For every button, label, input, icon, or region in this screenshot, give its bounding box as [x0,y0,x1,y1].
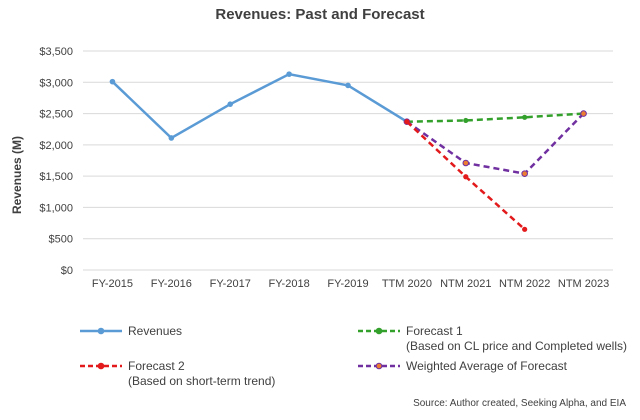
legend-label-revenues: Revenues [128,324,183,338]
legend-weighted-average: Weighted Average of Forecast [406,359,567,374]
chart-title: Revenues: Past and Forecast [215,6,425,23]
data-point [522,114,528,120]
y-tick-label: $0 [61,265,73,277]
legend-forecast-2: Forecast 2 (Based on short-term trend) [128,359,275,389]
y-tick-label: $1,000 [39,202,73,214]
x-tick-label: NTM 2023 [558,278,609,290]
x-tick-label: FY-2016 [151,278,192,290]
legend-label-forecast-1: Forecast 1 [406,324,463,338]
data-point [580,110,587,117]
series-lines [109,71,587,232]
x-tick-label: FY-2017 [210,278,251,290]
legend-marker [97,327,105,335]
legend-revenues: Revenues [128,324,182,339]
y-tick-label: $3,500 [39,46,73,58]
data-point [286,71,292,77]
legend-label-weighted-average: Weighted Average of Forecast [406,359,567,373]
y-tick-label: $2,000 [39,140,73,152]
legend-marker [97,362,105,370]
data-point [345,82,351,89]
data-point [462,159,470,167]
y-tick-labels: $0 $500 $1,000 $1,500 $2,000 $2,500 $3,000 $3,5… [39,46,73,277]
y-tick-label: $1,500 [39,171,73,183]
x-tick-label: FY-2018 [269,278,310,290]
y-tick-label: $2,500 [39,109,73,121]
x-tick-label: NTM 2021 [440,278,491,290]
legend-note-forecast-1: (Based on CL price and Completed wells) [406,339,627,353]
x-tick-labels: FY-2015 FY-2016 FY-2017 FY-2018 FY-2019 TTM 2… [92,278,609,290]
legend-marker [375,362,383,370]
x-tick-label: NTM 2022 [499,278,550,290]
x-tick-label: FY-2015 [92,278,133,290]
x-tick-label: FY-2019 [327,278,368,290]
legend-label-forecast-2: Forecast 2 [128,359,185,373]
data-point [522,226,528,232]
legend-marker [375,327,383,335]
y-tick-label: $3,000 [39,77,73,89]
series-line [406,112,585,175]
source-note: Source: Author created, Seeking Alpha, a… [413,398,626,409]
data-point [521,170,528,177]
y-tick-label: $500 [49,234,73,246]
data-point [109,78,116,85]
data-point [168,135,175,141]
legend-forecast-1: Forecast 1 (Based on CL price and Comple… [406,324,627,354]
legend-swatches [80,327,400,370]
series-line [111,72,408,140]
x-tick-label: TTM 2020 [382,278,432,290]
series-line [406,112,584,123]
data-point [404,119,410,125]
data-point [227,101,234,107]
data-point [463,117,469,124]
data-point [463,174,469,180]
legend-note-forecast-2: (Based on short-term trend) [128,374,276,388]
